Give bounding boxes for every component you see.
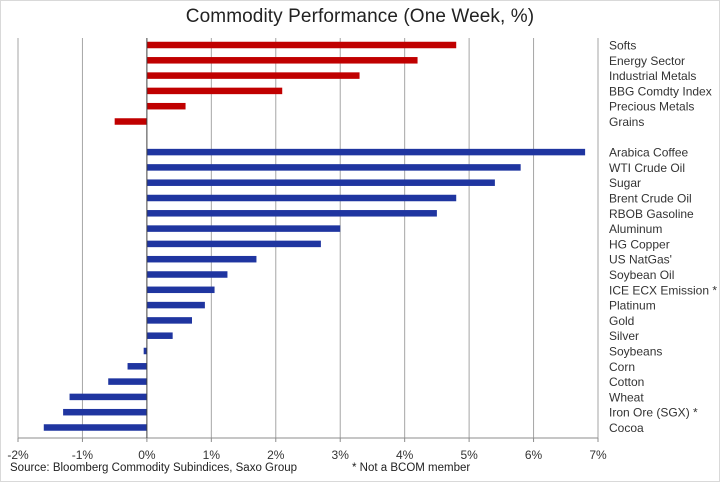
bar — [43, 424, 147, 431]
category-label: RBOB Gasoline — [609, 207, 694, 221]
category-label: Soybeans — [609, 345, 662, 359]
bar — [63, 408, 147, 416]
bar — [146, 255, 257, 263]
category-label: US NatGas' — [609, 253, 672, 267]
category-label: Brent Crude Oil — [609, 192, 692, 206]
bar — [146, 41, 457, 49]
x-tick-label: 1% — [203, 448, 221, 462]
x-tick-label: 4% — [396, 448, 414, 462]
x-tick-label: 0% — [138, 448, 156, 462]
bar — [127, 363, 147, 370]
category-label: Corn — [609, 360, 635, 374]
category-label: Grains — [609, 115, 644, 129]
chart-title: Commodity Performance (One Week, %) — [185, 6, 535, 27]
bar — [146, 317, 192, 324]
source-note: Source: Bloomberg Commodity Subindices, … — [10, 462, 298, 474]
category-label: BBG Comdty Index — [609, 84, 712, 98]
bar — [146, 179, 495, 186]
bar — [146, 194, 457, 202]
category-label: Cotton — [609, 375, 644, 389]
x-tick-label: 5% — [460, 448, 478, 462]
category-label: Energy Sector — [609, 54, 685, 68]
bar — [146, 210, 437, 217]
bar — [143, 347, 147, 355]
bar — [146, 148, 586, 156]
x-tick-label: -1% — [72, 448, 94, 462]
bar — [146, 72, 360, 79]
bar — [108, 378, 147, 385]
bar — [146, 286, 215, 294]
bcom-footnote: * Not a BCOM member — [352, 462, 471, 474]
category-label: Cocoa — [609, 421, 644, 435]
bar — [146, 225, 341, 232]
x-tick-label: 2% — [267, 448, 285, 462]
category-label: Precious Metals — [609, 100, 694, 114]
category-label: Platinum — [609, 299, 656, 313]
category-label: Gold — [609, 314, 634, 328]
bar — [69, 393, 147, 401]
category-label: Soybean Oil — [609, 268, 674, 282]
category-label: ICE ECX Emission * — [609, 283, 717, 297]
bar — [146, 332, 173, 339]
bar — [146, 102, 186, 110]
category-label: Sugar — [609, 176, 641, 190]
category-label: WTI Crude Oil — [609, 161, 685, 175]
bar — [146, 164, 521, 171]
category-label: Industrial Metals — [609, 69, 696, 83]
category-label: Silver — [609, 329, 639, 343]
bar — [146, 57, 418, 64]
bar — [114, 118, 147, 125]
x-tick-label: 3% — [332, 448, 350, 462]
bar — [146, 87, 283, 95]
x-tick-label: 7% — [589, 448, 607, 462]
bar — [146, 271, 228, 278]
x-tick-label: -2% — [7, 448, 29, 462]
category-label: Aluminum — [609, 222, 662, 236]
category-label: Iron Ore (SGX) * — [609, 406, 698, 420]
category-label: Arabica Coffee — [609, 146, 688, 160]
category-label: Wheat — [609, 390, 644, 404]
bar — [146, 240, 321, 248]
category-label: Softs — [609, 39, 636, 53]
x-tick-label: 6% — [525, 448, 543, 462]
bar — [146, 301, 205, 309]
category-label: HG Copper — [609, 237, 670, 251]
